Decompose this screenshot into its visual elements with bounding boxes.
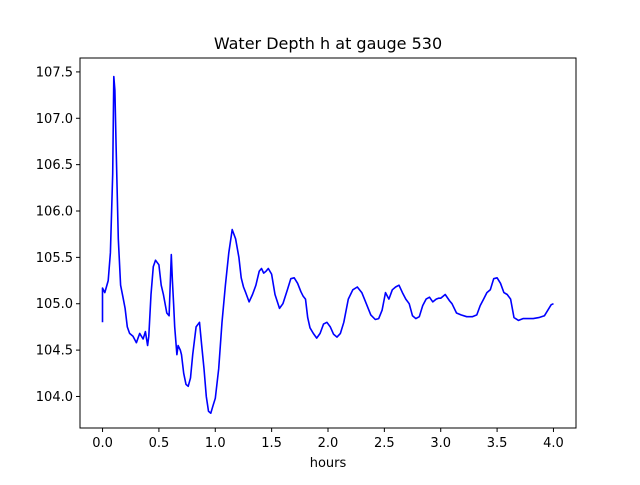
y-tick-label: 105.0 (36, 297, 73, 312)
x-axis-label: hours (310, 456, 347, 471)
x-tick-label: 0.0 (92, 436, 113, 451)
x-tick-label: 3.5 (487, 436, 508, 451)
y-tick-label: 106.5 (36, 158, 73, 173)
y-tick-label: 104.5 (36, 344, 73, 359)
x-axis: 0.0 0.5 1.0 1.5 2.0 2.5 3.0 3.5 4.0 (92, 428, 564, 451)
y-tick-label: 107.0 (36, 112, 73, 127)
chart-title: Water Depth h at gauge 530 (214, 34, 442, 53)
y-axis: 104.0 104.5 105.0 105.5 106.0 106.5 107.0 107.5 (36, 65, 80, 405)
y-tick-label: 105.5 (36, 251, 73, 266)
x-tick-label: 2.0 (318, 436, 339, 451)
series-line-0 (101, 75, 554, 415)
y-tick-label: 107.5 (36, 65, 73, 80)
x-tick-label: 3.0 (430, 436, 451, 451)
x-tick-label: 1.5 (261, 436, 282, 451)
x-tick-label: 1.0 (205, 436, 226, 451)
y-tick-label: 104.0 (36, 390, 73, 405)
x-tick-label: 2.5 (374, 436, 395, 451)
x-tick-label: 0.5 (149, 436, 170, 451)
y-tick-label: 106.0 (36, 205, 73, 220)
series-layer (101, 75, 554, 415)
x-tick-label: 4.0 (543, 436, 564, 451)
